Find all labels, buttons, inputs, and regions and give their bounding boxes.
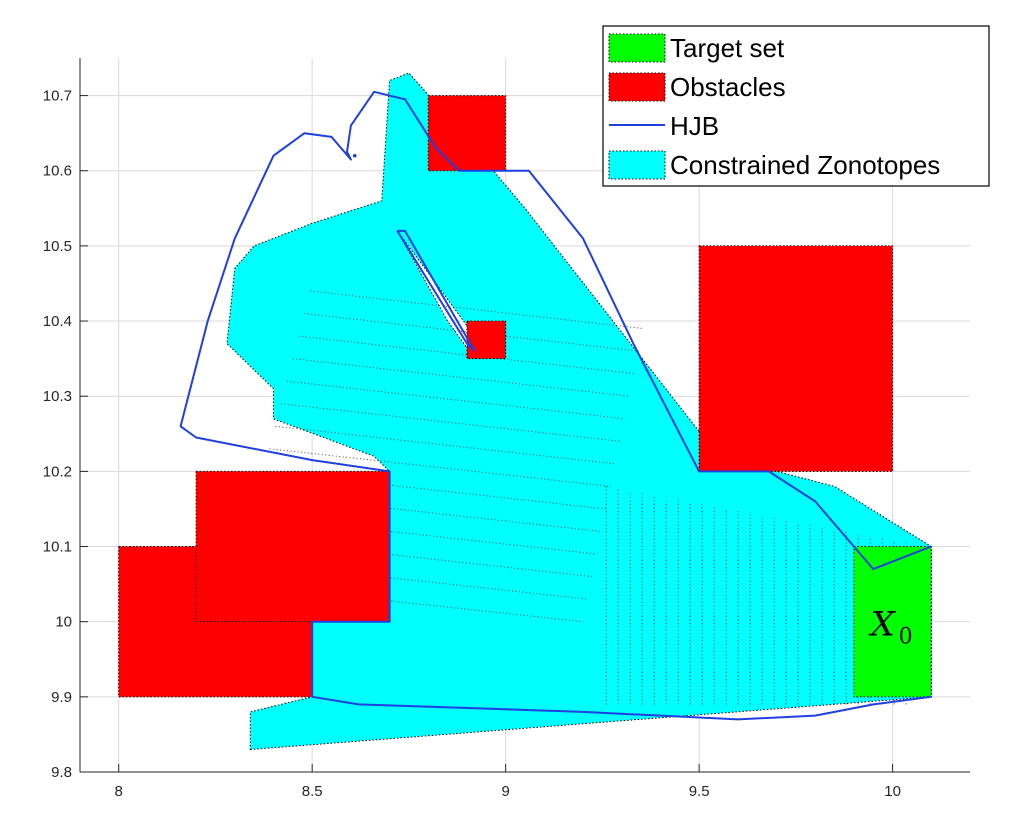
y-tick-label: 10.4	[43, 313, 72, 330]
hjb-inner-loop	[396, 229, 476, 352]
x-tick-label: 9.5	[689, 783, 710, 800]
legend-label: Constrained Zonotopes	[670, 150, 940, 180]
y-tick-label: 9.8	[51, 764, 72, 781]
obstacle-5	[698, 245, 894, 472]
zonotope-edge	[269, 448, 611, 487]
x-tick-label: 9	[501, 783, 509, 800]
legend-item-target: Target set	[608, 33, 785, 63]
hjb-boundary	[179, 90, 932, 721]
y-tick-label: 10.1	[43, 539, 72, 556]
legend-swatch	[608, 33, 666, 63]
target-set	[853, 546, 932, 698]
zonotope-edge	[234, 583, 584, 623]
target-set-label-subscript: 0	[899, 625, 913, 650]
legend-swatch	[608, 72, 666, 102]
zonotope-edge	[292, 358, 630, 397]
zonotope-edge	[263, 470, 607, 510]
target-label: X 0	[868, 605, 913, 650]
zonotope-edge	[240, 561, 588, 600]
y-tick-label: 10.3	[43, 388, 72, 405]
y-tick-label: 9.9	[51, 689, 72, 706]
obstacles	[118, 95, 894, 698]
hjb-curve	[179, 90, 932, 721]
hjb-point	[352, 153, 357, 158]
target-set-label: X	[868, 605, 897, 645]
obstacle-2	[195, 470, 391, 623]
x-tick-label: 10	[884, 783, 901, 800]
y-tick-label: 10.5	[43, 238, 72, 255]
zonotope-edge	[298, 335, 635, 375]
legend: Target set Obstacles HJB Constrained Zonoto…	[602, 25, 990, 187]
zonotope-edge	[281, 403, 621, 442]
obstacle-4	[466, 320, 507, 360]
obstacle-3	[427, 95, 507, 172]
legend-item-obstacles: Obstacles	[608, 72, 786, 102]
x-tick-label: 8.5	[302, 783, 323, 800]
legend-label: Obstacles	[670, 72, 786, 102]
y-tick-label: 10.7	[43, 88, 72, 105]
legend-item-hjb: HJB	[609, 111, 719, 141]
legend-swatch	[608, 150, 666, 180]
legend-item-zonotopes: Constrained Zonotopes	[608, 150, 940, 180]
zonotope-edge	[286, 380, 625, 420]
legend-box	[602, 25, 990, 187]
y-tick-label: 10	[55, 614, 72, 631]
y-tick-label: 10.2	[43, 463, 72, 480]
x-tick-label: 8	[115, 783, 123, 800]
target-set-box	[853, 546, 932, 698]
axes: 8 8.5 9 9.5 10 9.8 9.9 10 10.1 10.2 10.3 10.4 10.5 10…	[43, 58, 970, 800]
legend-label: Target set	[670, 33, 785, 63]
y-tick-label: 10.6	[43, 163, 72, 180]
legend-label: HJB	[670, 111, 719, 141]
